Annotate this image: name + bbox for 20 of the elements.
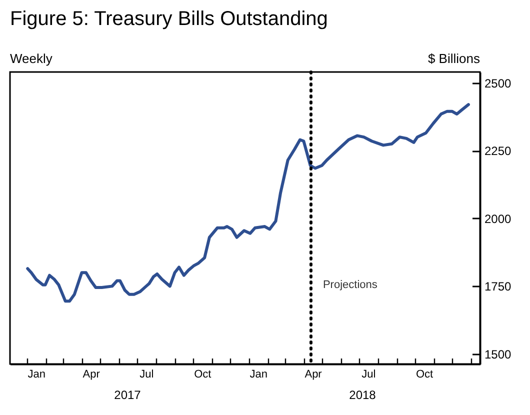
x-tick-label: Jan [250,368,268,380]
text: Weekly [10,51,53,66]
x-tick-label: Oct [194,368,212,380]
chart-title: Figure 5: Treasury Bills Outstanding [10,8,328,30]
text: 2017 [114,388,142,402]
y-tick-label: 2500 [484,76,512,90]
y-tick-label: 1750 [484,280,512,294]
ref-line-label: Projections [322,279,378,292]
y-tick-label: 1500 [484,347,512,362]
x-tick-label: Apr [82,368,100,380]
line-series [26,103,470,303]
text: 2018 [349,388,376,402]
x-tick-label: Oct [416,368,434,380]
x-tick-label: Jul [140,368,154,380]
y-axis-title: $ Billions [428,51,480,66]
x-tick-label: Jul [362,368,376,380]
x-tick-label: Jan [28,368,46,380]
y-tick-label: 2000 [484,212,512,226]
y-tick-label: 2250 [484,144,512,158]
x-tick-label: Apr [304,368,322,380]
